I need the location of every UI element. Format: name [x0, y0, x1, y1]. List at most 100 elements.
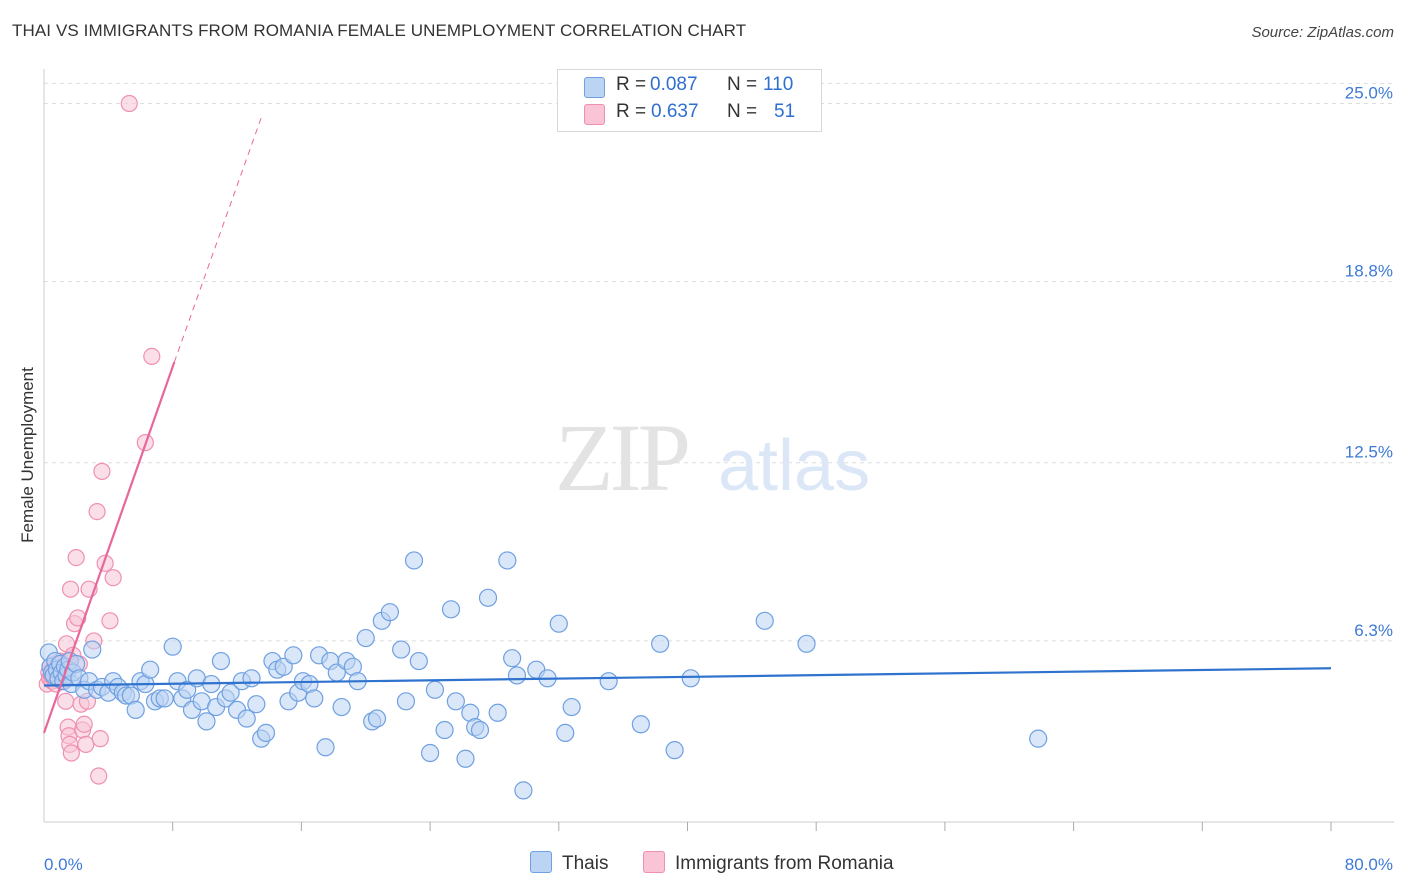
romania-trend-extension [173, 117, 262, 363]
thai-point [404, 551, 424, 570]
thai-point [380, 603, 399, 622]
thai-legend-label: Thais [562, 853, 609, 874]
thai-point [797, 634, 816, 653]
r-value: 0.637 [651, 101, 699, 122]
romania-point [104, 569, 122, 587]
thai-point [556, 723, 575, 743]
thai-point [755, 611, 774, 630]
thai-point [305, 689, 324, 708]
romania-point [57, 692, 75, 710]
thai-point [488, 703, 507, 722]
thai-swatch [584, 77, 605, 98]
romania-point [62, 744, 80, 762]
thai-point [367, 709, 387, 728]
romania-point [90, 767, 108, 785]
romania-point [61, 580, 80, 598]
thai-point [503, 649, 522, 668]
thai-point [316, 738, 335, 757]
romania-point [67, 548, 85, 567]
thai-point [478, 588, 498, 607]
thai-point [441, 600, 461, 619]
legend-row-thai: R = 0.087 N = 110 [558, 74, 821, 100]
thai-point [446, 692, 465, 711]
thai-point [155, 689, 174, 708]
thai-point [242, 669, 261, 688]
thai-trend-line [43, 667, 1332, 687]
romania-swatch [584, 104, 605, 125]
thai-point [83, 640, 102, 659]
y-tick-label: 12.5% [1345, 443, 1393, 462]
romania-point [88, 503, 106, 521]
thai-point [421, 743, 440, 763]
watermark-atlas: atlas [718, 426, 870, 506]
romania-point [143, 347, 161, 366]
thai-point [681, 669, 700, 688]
thai-legend-swatch [530, 851, 552, 873]
axis-layer [43, 69, 1394, 831]
thai-point [141, 660, 160, 679]
thai-point [507, 666, 527, 685]
thai-point [332, 697, 351, 717]
r-value: 0.087 [650, 74, 698, 95]
watermark: ZIP atlas [555, 404, 870, 511]
romania-point [69, 609, 87, 627]
n-label: N = [727, 101, 758, 122]
thai-point [221, 683, 240, 702]
source-label: Source: ZipAtlas.com [1251, 24, 1394, 41]
correlation-legend: R = 0.087 N = 110 R = 0.637 N = 51 [557, 69, 822, 132]
thai-point [126, 700, 145, 720]
legend-row-romania: R = 0.637 N = 51 [558, 101, 821, 127]
thai-point [237, 709, 256, 728]
thai-point [435, 720, 454, 740]
thai-points [39, 551, 1048, 800]
thai-point [211, 651, 231, 671]
romania-trend-line [42, 361, 176, 734]
thai-point [651, 634, 670, 653]
romania-point [75, 715, 93, 733]
chart-title: THAI VS IMMIGRANTS FROM ROMANIA FEMALE U… [12, 21, 747, 40]
x-tick-label-end: 80.0% [1345, 855, 1393, 874]
thai-point [665, 741, 684, 760]
y-tick-label: 6.3% [1354, 621, 1393, 640]
grid-layer [44, 82, 1394, 642]
thai-point [356, 628, 375, 648]
romania-legend-label: Immigrants from Romania [675, 853, 894, 874]
tick-label-layer: 6.3% 12.5% 18.8% 25.0% 0.0% 80.0% [44, 83, 1393, 874]
romania-point [93, 462, 111, 480]
thai-point [562, 697, 581, 717]
thai-point [396, 692, 416, 711]
thai-point [392, 640, 411, 659]
thai-point [514, 781, 533, 800]
y-tick-label: 18.8% [1345, 262, 1393, 281]
trend-layer [42, 117, 1332, 734]
thai-point [197, 712, 216, 731]
romania-legend-swatch [643, 851, 665, 873]
r-label: R = [616, 101, 647, 122]
thai-point [549, 614, 568, 633]
watermark-zip: ZIP [555, 404, 688, 511]
thai-point [409, 651, 428, 671]
n-value: 51 [774, 101, 796, 122]
thai-point [631, 715, 650, 734]
legend-item-thais: Thais [530, 851, 608, 875]
thai-point [1029, 729, 1048, 748]
y-tick-label: 25.0% [1345, 83, 1393, 102]
thai-point [247, 695, 266, 714]
thai-point [425, 680, 445, 699]
x-tick-label-start: 0.0% [44, 855, 83, 874]
thai-point [163, 637, 182, 656]
thai-point [256, 723, 276, 743]
romania-point [120, 94, 138, 113]
n-value: 110 [763, 74, 794, 95]
thai-point [470, 720, 490, 740]
romania-point [91, 730, 109, 748]
thai-point [456, 749, 475, 768]
thai-point [284, 646, 303, 665]
thai-point [599, 672, 618, 691]
romania-point [77, 735, 95, 754]
thai-point [498, 551, 517, 570]
romania-point [101, 612, 119, 630]
r-label: R = [616, 74, 647, 95]
n-label: N = [727, 74, 758, 95]
